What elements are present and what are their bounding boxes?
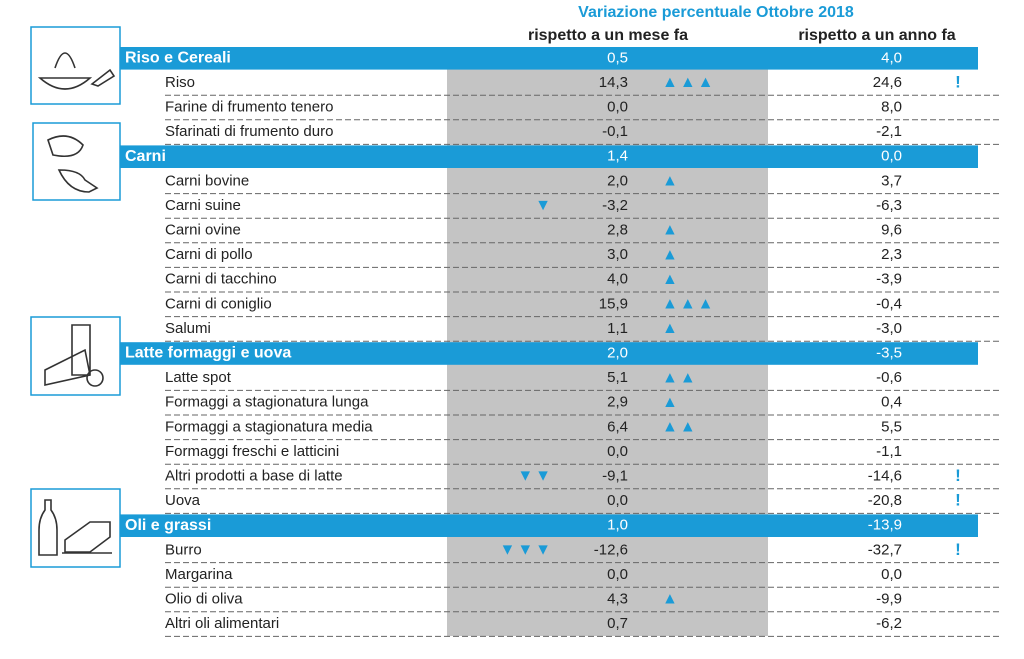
trend-signal: ▲ bbox=[662, 271, 680, 288]
item-year: 0,0 bbox=[881, 566, 902, 583]
item-name: Olio di oliva bbox=[165, 590, 243, 607]
item-name: Formaggi a stagionatura media bbox=[165, 418, 373, 435]
item-month: 3,0 bbox=[607, 246, 628, 263]
item-name: Formaggi freschi e latticini bbox=[165, 443, 339, 460]
item-year: -6,2 bbox=[876, 615, 902, 632]
item-name: Carni di coniglio bbox=[165, 295, 272, 312]
alert: ! bbox=[955, 491, 961, 510]
item-month: 0,0 bbox=[607, 98, 628, 115]
group-name: Oli e grassi bbox=[125, 517, 211, 534]
item-year: 5,5 bbox=[881, 418, 902, 435]
item-month: -12,6 bbox=[594, 541, 628, 558]
item-year: -0,4 bbox=[876, 295, 902, 312]
item-year: 0,4 bbox=[881, 394, 902, 411]
item-year: -3,0 bbox=[876, 320, 902, 337]
item-name: Carni di tacchino bbox=[165, 271, 277, 288]
item-name: Latte spot bbox=[165, 369, 232, 386]
item-year: 24,6 bbox=[873, 74, 902, 91]
col-header: rispetto a un anno fa bbox=[798, 27, 955, 44]
item-name: Formaggi a stagionatura lunga bbox=[165, 394, 369, 411]
group-year: 0,0 bbox=[881, 148, 902, 165]
item-month: 2,9 bbox=[607, 394, 628, 411]
item-month: 2,8 bbox=[607, 221, 628, 238]
item-name: Uova bbox=[165, 492, 201, 509]
item-month: 0,7 bbox=[607, 615, 628, 632]
trend-signal: ▲▲▲ bbox=[662, 74, 716, 91]
item-name: Burro bbox=[165, 541, 202, 558]
item-name: Margarina bbox=[165, 566, 233, 583]
item-name: Altri prodotti a base di latte bbox=[165, 467, 343, 484]
trend-signal: ▲ bbox=[662, 246, 680, 263]
trend-signal: ▼▼▼ bbox=[499, 542, 553, 559]
item-year: 2,3 bbox=[881, 246, 902, 263]
item-year: -6,3 bbox=[876, 197, 902, 214]
trend-signal: ▲▲▲ bbox=[662, 296, 716, 313]
item-year: 3,7 bbox=[881, 172, 902, 189]
group-month: 2,0 bbox=[607, 344, 628, 361]
item-month: 0,0 bbox=[607, 566, 628, 583]
trend-signal: ▲ bbox=[662, 591, 680, 608]
trend-signal: ▲ bbox=[662, 394, 680, 411]
item-month: 4,0 bbox=[607, 271, 628, 288]
trend-signal: ▲ bbox=[662, 320, 680, 337]
group-year: -13,9 bbox=[868, 517, 902, 534]
item-year: -14,6 bbox=[868, 467, 902, 484]
item-year: 9,6 bbox=[881, 221, 902, 238]
item-name: Sfarinati di frumento duro bbox=[165, 123, 333, 140]
group-bar bbox=[120, 514, 978, 537]
col-header: rispetto a un mese fa bbox=[528, 27, 688, 44]
group-name: Riso e Cereali bbox=[125, 50, 231, 67]
item-month: 15,9 bbox=[599, 295, 628, 312]
trend-signal: ▼ bbox=[535, 197, 553, 214]
item-name: Altri oli alimentari bbox=[165, 615, 279, 632]
item-name: Riso bbox=[165, 74, 195, 91]
item-month: 6,4 bbox=[607, 418, 628, 435]
group-year: 4,0 bbox=[881, 49, 902, 66]
group-bar bbox=[120, 47, 978, 70]
item-month: 4,3 bbox=[607, 590, 628, 607]
item-name: Carni suine bbox=[165, 197, 241, 214]
group-year: -3,5 bbox=[876, 344, 902, 361]
group-bar bbox=[120, 342, 978, 365]
item-month: 2,0 bbox=[607, 172, 628, 189]
alert: ! bbox=[955, 72, 961, 91]
item-year: -1,1 bbox=[876, 443, 902, 460]
item-month: 14,3 bbox=[599, 74, 628, 91]
item-year: -2,1 bbox=[876, 123, 902, 140]
item-year: -9,9 bbox=[876, 590, 902, 607]
group-name: Latte formaggi e uova bbox=[125, 345, 291, 362]
item-name: Carni di pollo bbox=[165, 246, 253, 263]
group-month: 1,4 bbox=[607, 148, 628, 165]
item-year: -3,9 bbox=[876, 271, 902, 288]
item-month: 1,1 bbox=[607, 320, 628, 337]
trend-signal: ▼▼ bbox=[517, 468, 553, 485]
trend-signal: ▲ bbox=[662, 222, 680, 239]
item-month: 5,1 bbox=[607, 369, 628, 386]
item-month: -9,1 bbox=[602, 467, 628, 484]
item-year: -0,6 bbox=[876, 369, 902, 386]
item-month: 0,0 bbox=[607, 443, 628, 460]
item-month: -0,1 bbox=[602, 123, 628, 140]
group-month: 0,5 bbox=[607, 49, 628, 66]
item-name: Farine di frumento tenero bbox=[165, 98, 333, 115]
trend-signal: ▲▲ bbox=[662, 419, 698, 436]
trend-signal: ▲ bbox=[662, 173, 680, 190]
alert: ! bbox=[955, 466, 961, 485]
item-month: 0,0 bbox=[607, 492, 628, 509]
group-bar bbox=[120, 145, 978, 168]
item-year: -20,8 bbox=[868, 492, 902, 509]
group-month: 1,0 bbox=[607, 517, 628, 534]
item-year: 8,0 bbox=[881, 98, 902, 115]
trend-signal: ▲▲ bbox=[662, 369, 698, 386]
group-name: Carni bbox=[125, 148, 166, 165]
title: Variazione percentuale Ottobre 2018 bbox=[578, 4, 854, 21]
icons bbox=[30, 26, 121, 568]
item-name: Salumi bbox=[165, 320, 211, 337]
item-month: -3,2 bbox=[602, 197, 628, 214]
alert: ! bbox=[955, 540, 961, 559]
item-year: -32,7 bbox=[868, 541, 902, 558]
item-name: Carni ovine bbox=[165, 221, 241, 238]
item-name: Carni bovine bbox=[165, 172, 249, 189]
